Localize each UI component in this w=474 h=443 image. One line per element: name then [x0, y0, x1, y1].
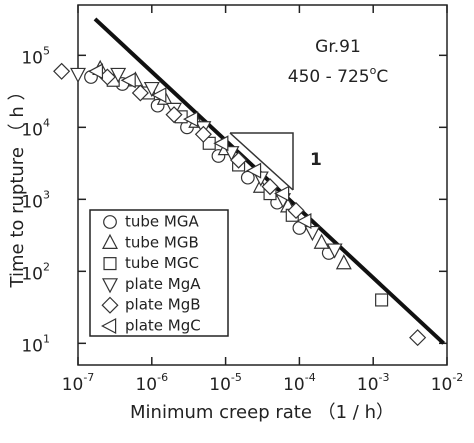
x-tick-label: 10-4	[283, 371, 316, 395]
y-tick-label: 105	[21, 44, 50, 68]
x-axis-title: Minimum creep rate （1 / h）	[130, 402, 394, 423]
legend-marker	[103, 215, 117, 229]
legend-label: plate MgC	[125, 317, 201, 335]
temperature-sup: o	[370, 64, 377, 77]
point	[335, 254, 352, 270]
x-tick-label: 10-2	[431, 371, 464, 395]
point	[409, 329, 427, 347]
legend-marker	[103, 257, 117, 271]
x-tick-base: 10	[357, 375, 379, 395]
x-tick-label: 10-5	[209, 371, 242, 395]
y-tick-exponent: 5	[43, 44, 50, 57]
point	[120, 72, 136, 89]
y-tick-base: 10	[21, 192, 43, 212]
point	[182, 111, 199, 128]
legend-marker	[102, 233, 118, 249]
point	[296, 213, 312, 229]
y-tick-label: 101	[21, 332, 50, 356]
y-tick-base: 10	[21, 336, 43, 356]
point	[151, 87, 167, 104]
point	[375, 293, 389, 307]
temperature-text: 450 - 725	[288, 67, 370, 87]
x-tick-exponent: -6	[157, 371, 168, 384]
y-tick-label: 103	[21, 188, 50, 212]
x-tick-exponent: -4	[305, 371, 316, 384]
point	[230, 151, 248, 169]
point	[304, 225, 321, 242]
legend-marker	[101, 296, 119, 314]
point	[245, 162, 262, 179]
point	[53, 62, 71, 80]
slope-label: 1	[310, 150, 322, 170]
temperature-label: 450 - 725oC	[288, 64, 388, 87]
legend-box	[89, 209, 229, 337]
x-tick-base: 10	[62, 375, 84, 395]
point	[165, 106, 183, 124]
x-tick-exponent: -7	[83, 371, 94, 384]
point	[326, 243, 343, 259]
x-tick-label: 10-6	[135, 371, 168, 395]
point	[213, 135, 229, 152]
y-tick-base: 10	[21, 264, 43, 284]
y-tick-base: 10	[21, 120, 43, 140]
x-tick-label: 10-3	[357, 371, 390, 395]
y-tick-exponent: 4	[43, 116, 50, 129]
x-tick-base: 10	[431, 375, 453, 395]
x-tick-exponent: -5	[231, 371, 242, 384]
x-tick-label: 10-7	[62, 371, 95, 395]
legend-label: tube MGC	[125, 254, 199, 272]
legend-label: tube MGB	[125, 233, 199, 251]
y-tick-exponent: 2	[43, 260, 50, 273]
material-label: Gr.91	[315, 37, 361, 57]
legend-label: plate MgA	[125, 275, 201, 293]
point	[143, 81, 160, 98]
x-tick-base: 10	[283, 375, 305, 395]
legend-label: plate MgB	[125, 296, 201, 314]
temperature-unit: C	[376, 67, 388, 87]
y-tick-exponent: 3	[43, 188, 50, 201]
slope-triangle	[229, 132, 294, 191]
legend-marker	[102, 278, 118, 294]
y-tick-label: 102	[21, 260, 50, 284]
legend-label: tube MGA	[125, 213, 199, 231]
x-tick-exponent: -2	[452, 371, 463, 384]
point	[131, 84, 149, 102]
x-tick-base: 10	[209, 375, 231, 395]
point	[87, 63, 104, 80]
y-tick-label: 104	[21, 116, 50, 140]
point	[110, 67, 127, 84]
legend-marker	[101, 318, 117, 334]
slope-triangle	[230, 132, 294, 190]
y-tick-base: 10	[21, 48, 43, 68]
x-tick-exponent: -3	[379, 371, 390, 384]
y-axis-title: Time to rupture （ h ）	[7, 83, 28, 289]
y-tick-exponent: 1	[43, 332, 50, 345]
plot-frame	[77, 4, 448, 366]
x-tick-base: 10	[135, 375, 157, 395]
point	[274, 185, 290, 202]
point	[194, 125, 212, 143]
point	[261, 178, 279, 196]
point	[287, 201, 305, 220]
point	[70, 67, 86, 84]
point	[313, 233, 330, 249]
